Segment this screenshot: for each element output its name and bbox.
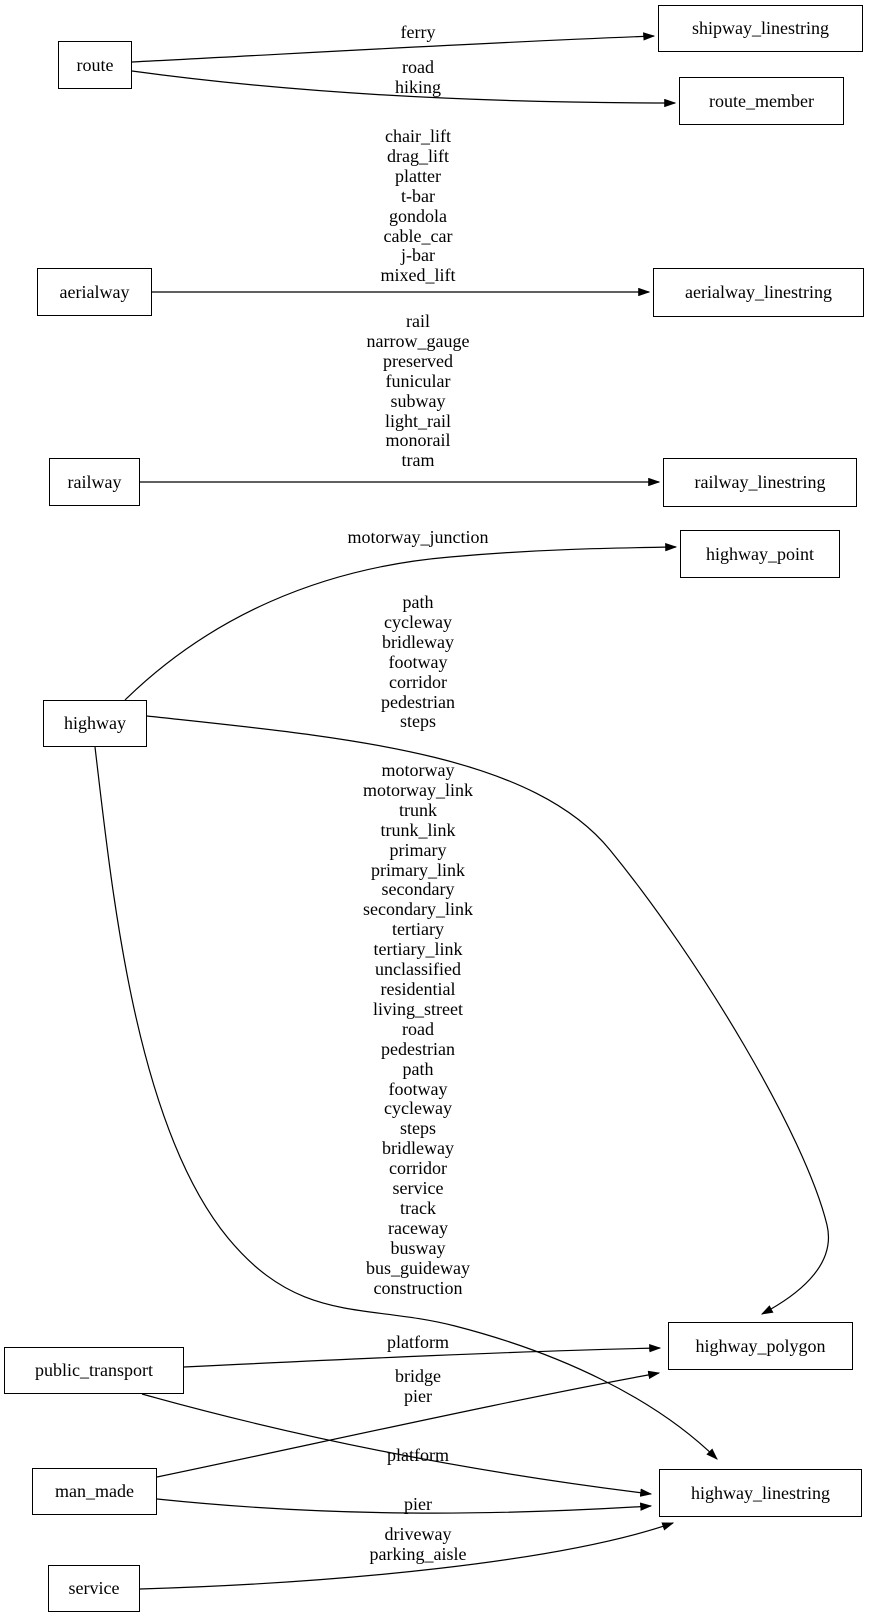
edge-label-line: path: [402, 592, 434, 612]
edge-label-line: rail: [406, 311, 430, 331]
edge-label-line: pedestrian: [381, 1038, 455, 1059]
edge-label-line: motorway_junction: [347, 527, 489, 547]
edge-label-line: trunk: [399, 799, 437, 820]
edge-label-line: footway: [388, 1078, 448, 1099]
edge-label-line: unclassified: [375, 959, 461, 980]
edge-highway-highway_polygon: [146, 715, 830, 1315]
edge-label-line: driveway: [384, 1524, 452, 1544]
edge-labels-public_transport-highway_linestring: platform: [387, 1445, 449, 1466]
edge-label-line: preserved: [383, 350, 453, 371]
edge-label-line: trunk_link: [380, 819, 456, 840]
node-railway: railway: [49, 458, 140, 506]
edge-label-line: gondola: [389, 205, 447, 226]
edge-label-line: secondary_link: [363, 899, 473, 920]
edge-label-line: bridleway: [382, 631, 454, 652]
edge-label-line: narrow_gauge: [366, 330, 470, 351]
node-aerialway_linestring: aerialway_linestring: [653, 268, 864, 317]
edge-label-line: hiking: [394, 76, 442, 97]
edge-label-line: chair_lift: [385, 126, 451, 146]
edge-label-line: bus_guideway: [366, 1257, 470, 1278]
edge-label-line: light_rail: [385, 410, 451, 431]
node-public_transport: public_transport: [4, 1347, 184, 1394]
edge-label-line: monorail: [385, 430, 451, 451]
edge-labels-highway-highway_point: motorway_junction: [347, 527, 489, 548]
node-route: route: [58, 41, 132, 89]
node-service: service: [48, 1565, 140, 1612]
edge-label-line: tertiary: [392, 919, 444, 940]
edge-label-line: t-bar: [401, 185, 435, 206]
node-aerialway: aerialway: [37, 268, 152, 316]
edge-label-line: mixed_lift: [380, 265, 456, 286]
edge-labels-public_transport-highway_polygon: platform: [387, 1332, 449, 1353]
edge-label-line: steps: [400, 1118, 436, 1139]
edge-label-line: corridor: [389, 671, 447, 692]
edge-labels-man_made-highway_linestring: pier: [404, 1494, 432, 1515]
edge-label-line: road: [402, 57, 434, 77]
edge-label-line: road: [402, 1018, 434, 1039]
edge-labels-highway-highway_polygon: path cycleway bridleway footway corridor pede…: [381, 592, 455, 732]
edge-label-line: tram: [401, 450, 435, 471]
edge-label-line: parking_aisle: [369, 1543, 467, 1564]
edge-labels-route-route_member: road hiking: [394, 57, 442, 98]
edge-service-highway_linestring: [139, 1522, 675, 1590]
node-man_made: man_made: [32, 1468, 157, 1515]
edge-man_made-highway_linestring: [156, 1498, 653, 1514]
edge-route-route_member: [131, 70, 677, 108]
edge-highway-highway_linestring: [94, 746, 718, 1460]
edge-label-line: cycleway: [384, 1098, 452, 1119]
edge-label-line: subway: [390, 390, 446, 411]
edge-label-line: raceway: [388, 1217, 448, 1238]
edge-label-line: primary_link: [371, 859, 465, 880]
node-highway_point: highway_point: [680, 530, 840, 578]
edge-label-line: drag_lift: [387, 145, 449, 166]
edge-label-line: secondary: [381, 879, 455, 900]
edge-route-shipway_linestring: [131, 32, 656, 63]
node-highway_polygon: highway_polygon: [668, 1322, 853, 1370]
node-shipway_linestring: shipway_linestring: [658, 5, 863, 52]
edge-public_transport-highway_polygon: [183, 1344, 662, 1368]
edge-label-line: corridor: [389, 1158, 447, 1179]
edge-labels-aerialway-aerialway_linestring: chair_lift drag_lift platter t-bar gondola ca…: [380, 126, 456, 286]
edge-label-line: platter: [395, 165, 441, 186]
edge-label-line: residential: [380, 978, 456, 999]
edge-label-line: platform: [387, 1445, 449, 1465]
edge-highway-highway_point: [124, 542, 678, 701]
node-railway_linestring: railway_linestring: [663, 458, 857, 507]
edge-labels-railway-railway_linestring: rail narrow_gauge preserved funicular subway…: [366, 311, 470, 471]
edge-label-line: pier: [404, 1494, 432, 1514]
edge-label-line: j-bar: [401, 245, 435, 266]
node-highway_linestring: highway_linestring: [659, 1469, 862, 1517]
edge-labels-highway-highway_linestring: motorway motorway_link trunk trunk_link prim…: [363, 760, 473, 1298]
edge-label-line: steps: [400, 711, 436, 732]
edge-label-line: cable_car: [383, 225, 453, 246]
edge-label-line: motorway_link: [363, 779, 473, 800]
edge-label-line: footway: [388, 651, 448, 672]
edge-label-line: bridleway: [382, 1138, 454, 1159]
edge-label-line: primary: [389, 839, 447, 860]
edge-label-line: path: [402, 1058, 434, 1079]
edge-label-line: pier: [404, 1385, 432, 1406]
edge-label-line: construction: [373, 1277, 463, 1298]
edge-public_transport-highway_linestring: [141, 1393, 653, 1497]
edge-label-line: service: [392, 1178, 444, 1199]
edge-label-line: motorway: [381, 760, 455, 780]
edge-man_made-highway_polygon: [156, 1370, 661, 1478]
edge-label-line: cycleway: [384, 611, 452, 632]
edge-label-line: living_street: [373, 998, 463, 1019]
edge-label-line: busway: [390, 1237, 446, 1258]
edge-labels-route-shipway_linestring: ferry: [400, 22, 436, 43]
edge-label-line: bridge: [395, 1366, 441, 1386]
edge-labels-man_made-highway_polygon: bridge pier: [395, 1366, 441, 1407]
edge-label-line: ferry: [400, 22, 436, 42]
edge-label-line: tertiary_link: [373, 939, 463, 960]
edge-labels-service-highway_linestring: driveway parking_aisle: [369, 1524, 467, 1565]
edge-label-line: platform: [387, 1332, 449, 1352]
node-route_member: route_member: [679, 77, 844, 125]
edge-label-line: track: [400, 1197, 436, 1218]
edge-label-line: pedestrian: [381, 691, 455, 712]
node-highway: highway: [43, 700, 147, 747]
edge-label-line: funicular: [385, 370, 451, 391]
